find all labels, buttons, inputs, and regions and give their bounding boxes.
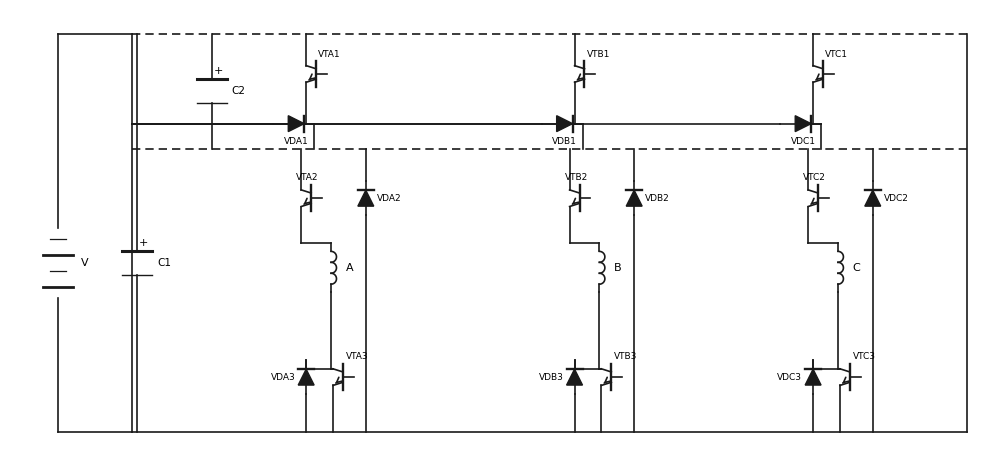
Text: VDB1: VDB1 xyxy=(552,137,577,145)
Text: V: V xyxy=(81,258,88,268)
Text: VDC3: VDC3 xyxy=(777,373,802,382)
Text: C2: C2 xyxy=(232,86,246,96)
Text: VTA2: VTA2 xyxy=(296,173,319,182)
Text: B: B xyxy=(614,263,621,273)
Text: +: + xyxy=(139,238,149,248)
Polygon shape xyxy=(288,116,304,131)
Polygon shape xyxy=(358,190,374,206)
Text: C1: C1 xyxy=(157,258,171,268)
Text: A: A xyxy=(345,263,353,273)
Polygon shape xyxy=(805,369,821,385)
Polygon shape xyxy=(865,190,881,206)
Polygon shape xyxy=(298,369,314,385)
Text: VDC1: VDC1 xyxy=(791,137,816,145)
Text: VDC2: VDC2 xyxy=(884,194,909,203)
Polygon shape xyxy=(557,116,573,131)
Text: VDA1: VDA1 xyxy=(284,137,309,145)
Polygon shape xyxy=(795,116,811,131)
Text: VDA3: VDA3 xyxy=(270,373,295,382)
Text: +: + xyxy=(214,66,223,76)
Text: VTC1: VTC1 xyxy=(825,50,848,59)
Polygon shape xyxy=(567,369,583,385)
Text: VDB3: VDB3 xyxy=(539,373,564,382)
Text: VTB3: VTB3 xyxy=(614,352,638,361)
Text: VTB2: VTB2 xyxy=(565,173,588,182)
Text: VTA3: VTA3 xyxy=(346,352,369,361)
Text: VTC3: VTC3 xyxy=(853,352,876,361)
Text: VTC2: VTC2 xyxy=(803,173,826,182)
Text: C: C xyxy=(852,263,860,273)
Text: VDB2: VDB2 xyxy=(645,194,670,203)
Text: VTB1: VTB1 xyxy=(586,50,610,59)
Text: VTA1: VTA1 xyxy=(318,50,341,59)
Polygon shape xyxy=(626,190,642,206)
Text: VDA2: VDA2 xyxy=(377,194,401,203)
